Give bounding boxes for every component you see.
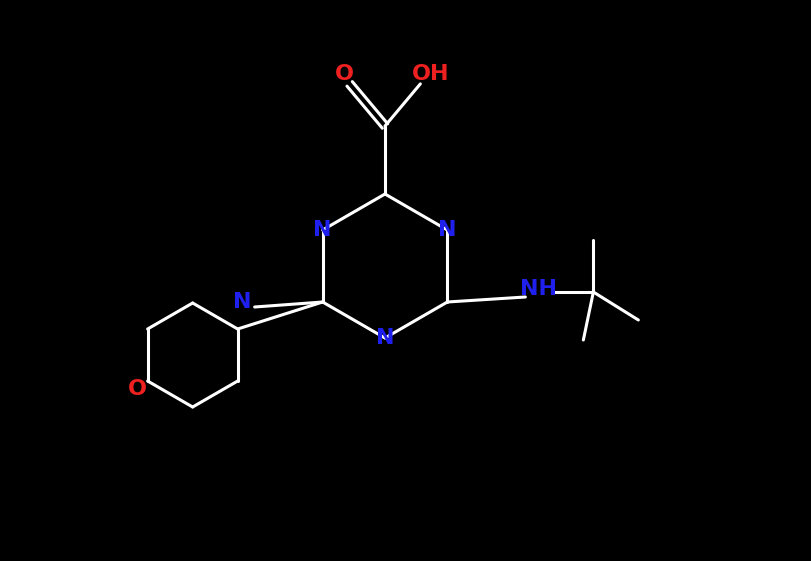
- Text: N: N: [375, 328, 394, 348]
- Text: N: N: [233, 292, 251, 312]
- Text: O: O: [128, 379, 147, 399]
- Text: N: N: [313, 220, 332, 240]
- Text: N: N: [438, 220, 456, 240]
- Text: OH: OH: [411, 64, 448, 84]
- Text: NH: NH: [519, 279, 556, 299]
- Text: O: O: [335, 64, 354, 84]
